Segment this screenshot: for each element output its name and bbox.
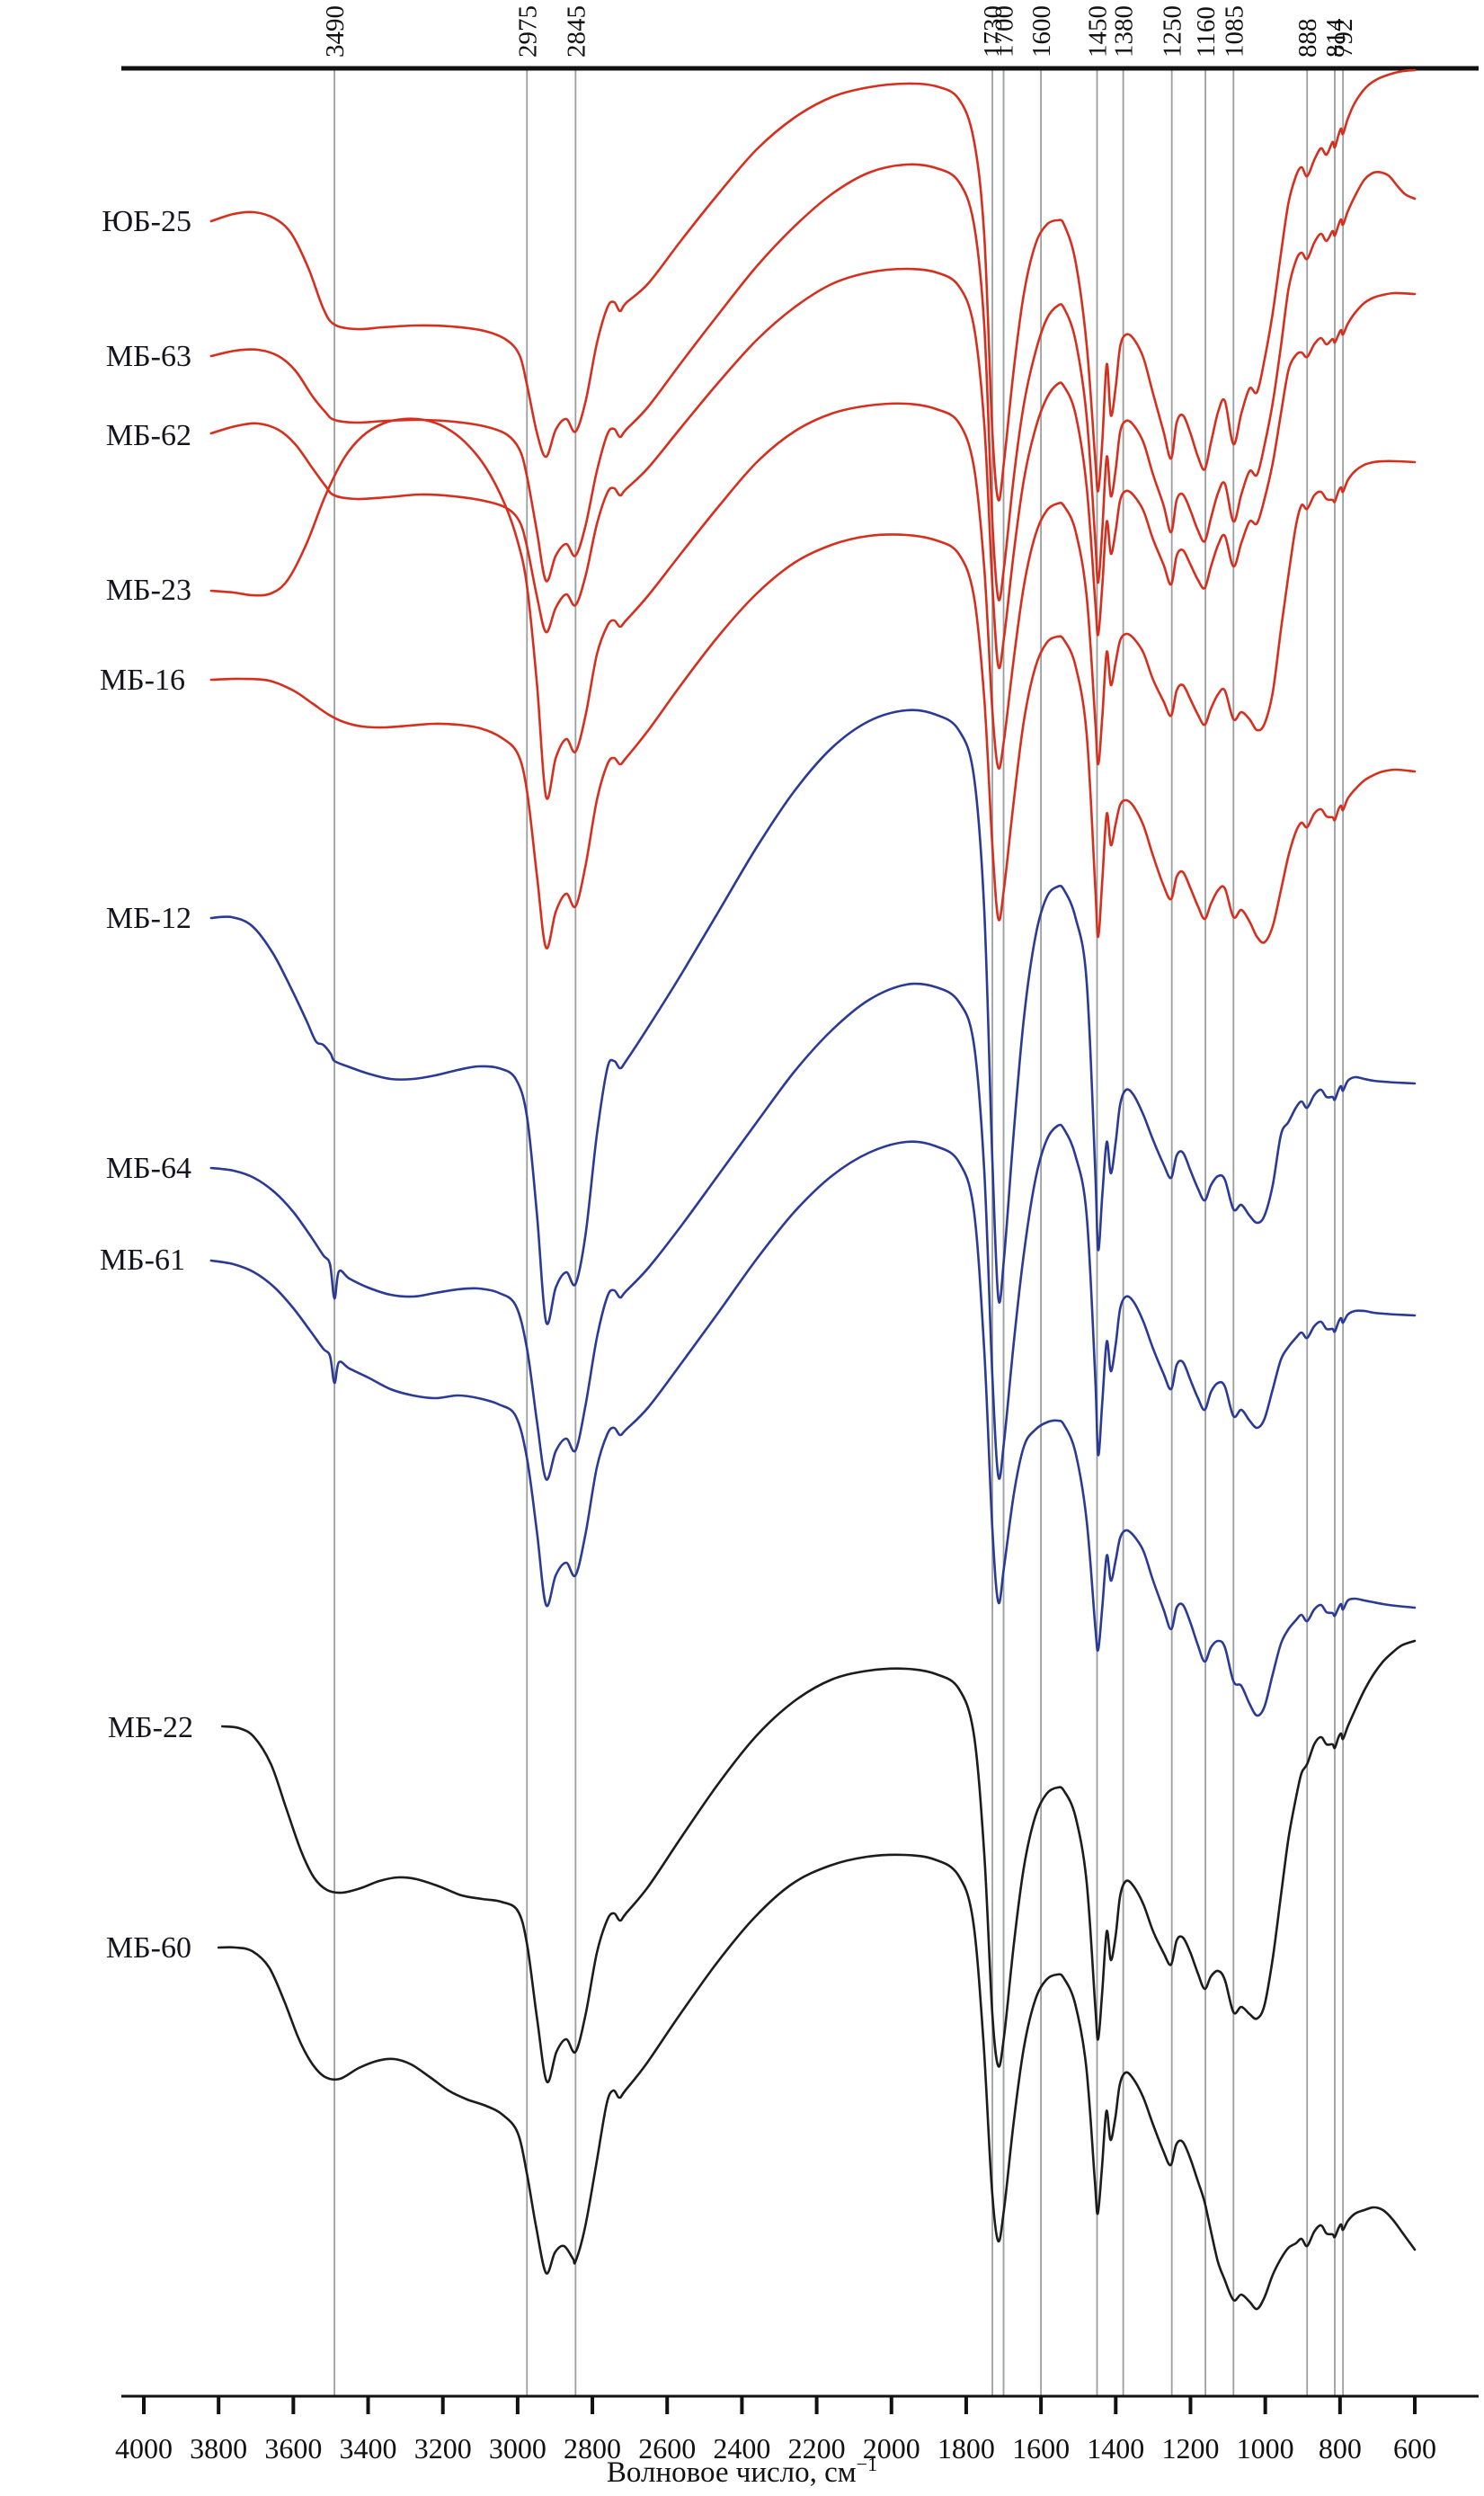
spectrum-label-МБ-16: МБ-16 xyxy=(100,664,185,697)
spectrum-curve-МБ-23 xyxy=(209,402,1417,800)
x-tick-label-2200: 2200 xyxy=(788,2432,846,2465)
band-label-1085: 1085 xyxy=(1220,5,1249,58)
band-label-792: 792 xyxy=(1329,19,1358,58)
band-label-814: 814 xyxy=(1321,18,1350,58)
x-tick-label-4000: 4000 xyxy=(115,2432,173,2465)
spectrum-curve-МБ-22 xyxy=(221,1639,1417,2083)
x-tick-label-3400: 3400 xyxy=(340,2432,397,2465)
x-tick-label-3200: 3200 xyxy=(414,2432,472,2465)
spectrum-label-МБ-22: МБ-22 xyxy=(108,1711,193,1744)
x-tick-label-800: 800 xyxy=(1319,2432,1362,2465)
x-tick-label-1800: 1800 xyxy=(937,2432,995,2465)
spectrum-curve-МБ-60 xyxy=(217,1853,1417,2311)
spectrum-label-ЮБ-25: ЮБ-25 xyxy=(102,205,191,238)
x-tick-label-3000: 3000 xyxy=(489,2432,547,2465)
spectrum-curve-МБ-16 xyxy=(209,533,1417,949)
band-label-1450: 1450 xyxy=(1083,5,1112,58)
x-tick-label-2400: 2400 xyxy=(713,2432,770,2465)
spectrum-label-МБ-61: МБ-61 xyxy=(100,1244,185,1277)
x-axis-title: Волновое число, см−1 xyxy=(0,2453,1484,2490)
spectrum-curve-МБ-63 xyxy=(209,163,1417,602)
band-label-1730: 1730 xyxy=(979,5,1008,58)
x-axis-title-text: Волновое число, см xyxy=(606,2456,857,2489)
spectrum-label-МБ-62: МБ-62 xyxy=(106,419,191,452)
spectrum-label-МБ-23: МБ-23 xyxy=(106,574,191,607)
band-label-2845: 2845 xyxy=(562,5,591,58)
band-label-2975: 2975 xyxy=(513,5,542,58)
x-tick-label-600: 600 xyxy=(1393,2432,1436,2465)
spectrum-curve-МБ-64 xyxy=(209,982,1417,1481)
spectrum-curve-МБ-61 xyxy=(209,1140,1417,1717)
x-tick-label-2600: 2600 xyxy=(638,2432,696,2465)
spectrum-label-МБ-60: МБ-60 xyxy=(106,1931,191,1965)
band-label-1700: 1700 xyxy=(991,5,1019,58)
band-label-1250: 1250 xyxy=(1159,5,1187,58)
spectrum-label-МБ-63: МБ-63 xyxy=(106,340,191,373)
x-tick-label-3600: 3600 xyxy=(264,2432,322,2465)
spectrum-curve-ЮБ-25 xyxy=(209,68,1417,502)
band-label-3490: 3490 xyxy=(321,5,350,58)
x-tick-label-3800: 3800 xyxy=(190,2432,247,2465)
x-tick-label-2800: 2800 xyxy=(564,2432,621,2465)
band-label-888: 888 xyxy=(1293,19,1322,58)
x-tick-label-2000: 2000 xyxy=(863,2432,920,2465)
x-tick-label-1000: 1000 xyxy=(1237,2432,1294,2465)
band-label-1600: 1600 xyxy=(1027,5,1056,58)
x-tick-label-1600: 1600 xyxy=(1012,2432,1070,2465)
band-label-1380: 1380 xyxy=(1110,5,1139,58)
x-axis-title-superscript: −1 xyxy=(856,2453,878,2475)
spectrum-curve-МБ-62 xyxy=(209,267,1417,670)
spectrum-curve-МБ-12 xyxy=(209,709,1417,1325)
spectrum-label-МБ-12: МБ-12 xyxy=(106,902,191,935)
band-label-1160: 1160 xyxy=(1192,6,1221,58)
spectrum-label-МБ-64: МБ-64 xyxy=(106,1152,191,1185)
x-tick-label-1200: 1200 xyxy=(1161,2432,1219,2465)
x-tick-label-1400: 1400 xyxy=(1087,2432,1144,2465)
